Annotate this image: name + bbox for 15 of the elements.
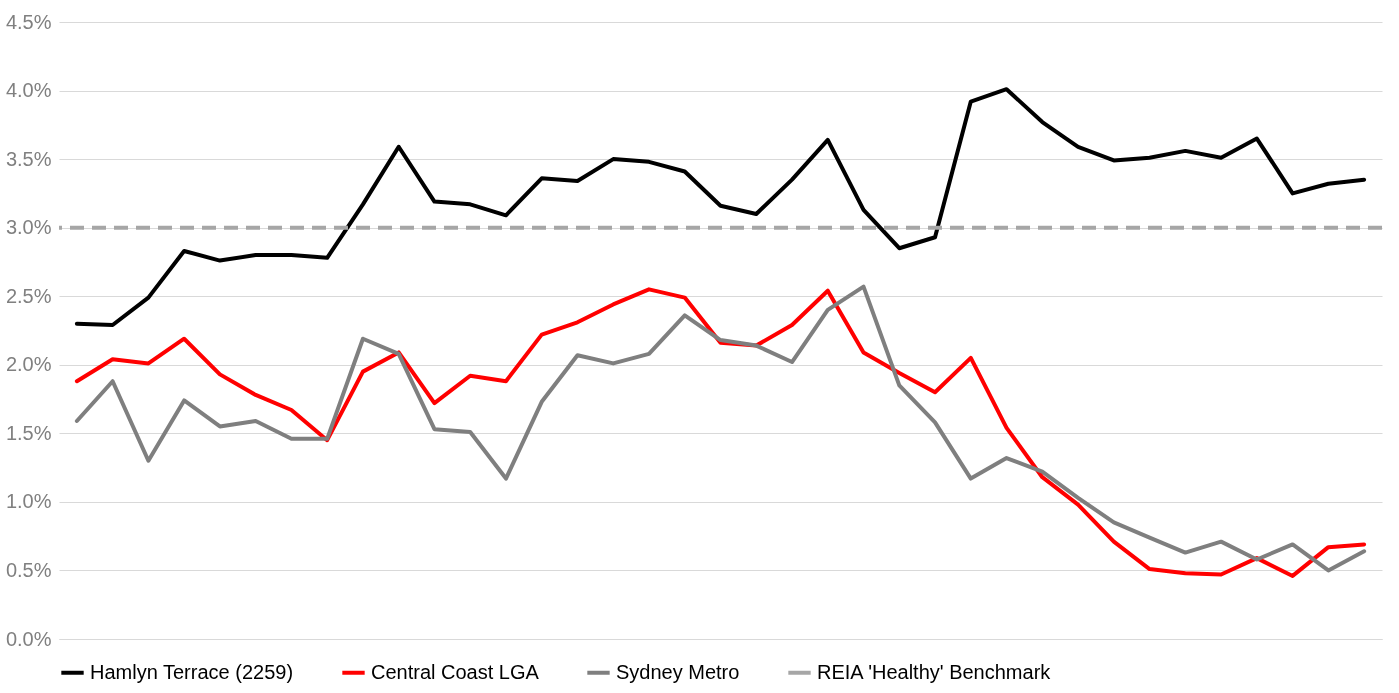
legend-label: Sydney Metro (616, 660, 740, 683)
y-tick-label: 2.0% (5, 353, 52, 376)
y-tick-label: 4.0% (5, 79, 52, 102)
legend-label: Hamlyn Terrace (2259) (90, 660, 294, 683)
y-tick-label: 2.5% (5, 284, 52, 307)
y-tick-label: 0.5% (5, 558, 52, 581)
y-tick-label: 1.0% (5, 490, 52, 513)
legend-label: REIA 'Healthy' Benchmark (817, 660, 1052, 683)
y-tick-label: 4.5% (5, 10, 52, 33)
line-series (74, 87, 1367, 328)
legend-label: Central Coast LGA (371, 660, 540, 683)
y-tick-label: 1.5% (5, 421, 52, 444)
y-tick-label: 3.5% (5, 147, 52, 170)
y-tick-label: 3.0% (5, 216, 52, 239)
y-tick-label: 0.0% (5, 627, 52, 650)
